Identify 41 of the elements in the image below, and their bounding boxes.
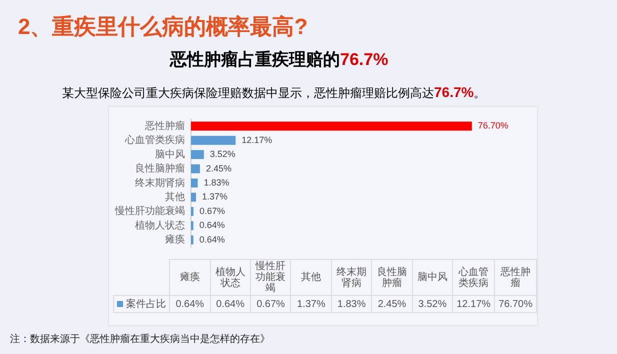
- data-label: 1.83%: [204, 177, 230, 188]
- data-label: 3.52%: [210, 149, 236, 160]
- chart-title: 2、重疾里什么病的概率最高?: [18, 13, 308, 41]
- text: 0.67%: [256, 298, 285, 310]
- text: 0.64%: [216, 298, 244, 310]
- y-tick-label: 其他: [165, 190, 185, 203]
- data-label: 0.64%: [199, 234, 225, 244]
- y-tick-label: 良性脑肿瘤: [135, 162, 185, 175]
- text: 2.45%: [378, 298, 406, 310]
- chart-subtitle: 恶性肿瘤占重疾理赔的76.7%: [170, 49, 388, 71]
- y-tick-label: 慢性肝功能衰竭: [114, 205, 185, 218]
- category-label: 瘫痪: [180, 272, 200, 283]
- text: 76.70%: [498, 298, 532, 310]
- text: 1.83%: [337, 298, 366, 310]
- text: 1.37%: [296, 298, 326, 310]
- category-label: 终末期肾病: [336, 266, 367, 288]
- text: 注：数据来源于《恶性肿瘤在重大疾病当中是怎样的存在》: [10, 332, 270, 346]
- category-label: 慢性肝功能衰竭: [256, 261, 286, 294]
- category-label: 良性脑肿瘤: [377, 266, 407, 288]
- y-tick-label: 植物人状态: [135, 219, 185, 232]
- y-tick-label: 脑中风: [155, 148, 185, 160]
- data-label: 1.37%: [202, 192, 228, 202]
- data-label: 0.64%: [199, 220, 225, 230]
- data-label: 0.67%: [199, 206, 225, 216]
- y-tick-label: 终末期肾病: [135, 176, 185, 189]
- text: 某大型保险公司重大疾病保险理赔数据中显示，恶性肿瘤理赔比例高达76.7%。: [62, 84, 486, 102]
- y-tick-label: 恶性肿瘤: [144, 120, 185, 132]
- category-label: 恶性肿瘤: [500, 266, 531, 288]
- data-label: 12.17%: [242, 134, 272, 145]
- legend-label: 案件占比: [114, 296, 170, 312]
- category-label: 其他: [301, 272, 322, 283]
- text: 12.17%: [456, 298, 491, 310]
- text: 0.64%: [176, 298, 204, 310]
- category-label: 心血管类疾病: [458, 266, 489, 288]
- text: 3.52%: [418, 298, 447, 310]
- data-label: 76.70%: [478, 120, 508, 131]
- category-label: 植物人状态: [215, 266, 246, 288]
- y-tick-label: 心血管类疾病: [124, 134, 185, 146]
- y-tick-label: 瘫痪: [165, 234, 185, 246]
- category-label: 脑中风: [417, 272, 448, 283]
- data-label: 2.45%: [206, 163, 232, 174]
